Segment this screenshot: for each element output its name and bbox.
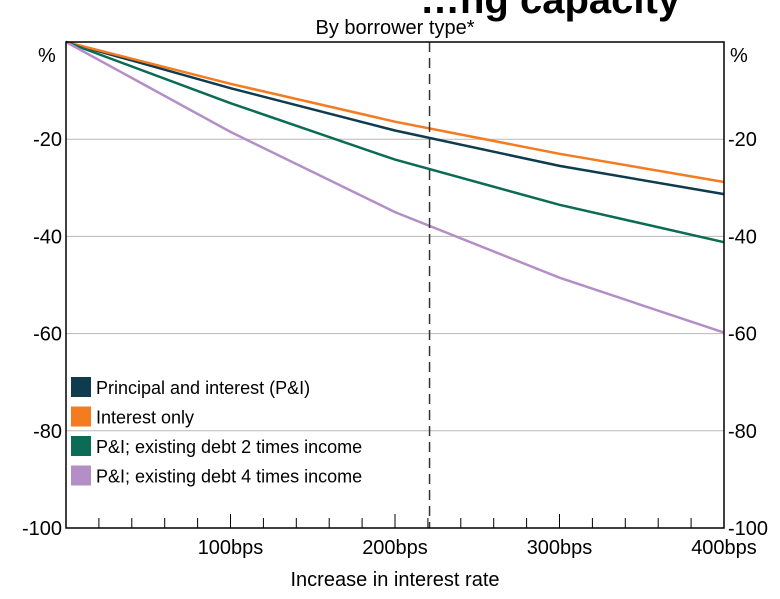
- legend-label: P&I; existing debt 4 times income: [96, 467, 362, 487]
- x-tick-label: 100bps: [198, 537, 264, 559]
- series-line: [65, 40, 725, 244]
- y-axis-unit-left: %: [38, 45, 56, 67]
- y-tick-label-right: -80: [728, 421, 757, 443]
- y-tick-label-left: -20: [33, 129, 62, 151]
- chart-title: …ng capacity: [420, 0, 681, 22]
- x-tick-label: 400bps: [691, 537, 757, 559]
- legend-label: Principal and interest (P&I): [96, 378, 310, 398]
- x-tick-label: 300bps: [527, 537, 593, 559]
- series-line: [65, 40, 725, 196]
- y-tick-label-left: -40: [33, 226, 62, 248]
- legend-swatch: [71, 436, 91, 456]
- y-tick-label-right: -20: [728, 129, 757, 151]
- legend-label: P&I; existing debt 2 times income: [96, 437, 362, 457]
- y-tick-label-right: -100: [728, 518, 768, 540]
- legend-swatch: [71, 406, 91, 427]
- axis-ticks: -20 -20 -40 -40 -60 -60 -80 -80 -100 -100 100bps 20…: [22, 129, 768, 559]
- series-line: [65, 40, 725, 334]
- y-tick-label-left: -100: [22, 518, 62, 540]
- legend-label: Interest only: [96, 408, 194, 428]
- y-tick-label-right: -40: [728, 226, 757, 248]
- legend: Principal and interest (P&I) Interest onl…: [71, 377, 362, 487]
- y-tick-label-right: -60: [728, 324, 757, 346]
- gridlines: [66, 138, 724, 432]
- legend-swatch: [71, 377, 91, 397]
- x-tick-label: 200bps: [362, 537, 428, 559]
- legend-swatch: [71, 465, 91, 486]
- y-tick-label-left: -80: [33, 421, 62, 443]
- series-lines: [65, 40, 725, 334]
- y-axis-unit-right: %: [730, 45, 748, 67]
- chart-subtitle: By borrower type*: [316, 17, 475, 39]
- x-axis-label: Increase in interest rate: [291, 569, 500, 591]
- series-line: [65, 40, 725, 184]
- y-tick-label-left: -60: [33, 324, 62, 346]
